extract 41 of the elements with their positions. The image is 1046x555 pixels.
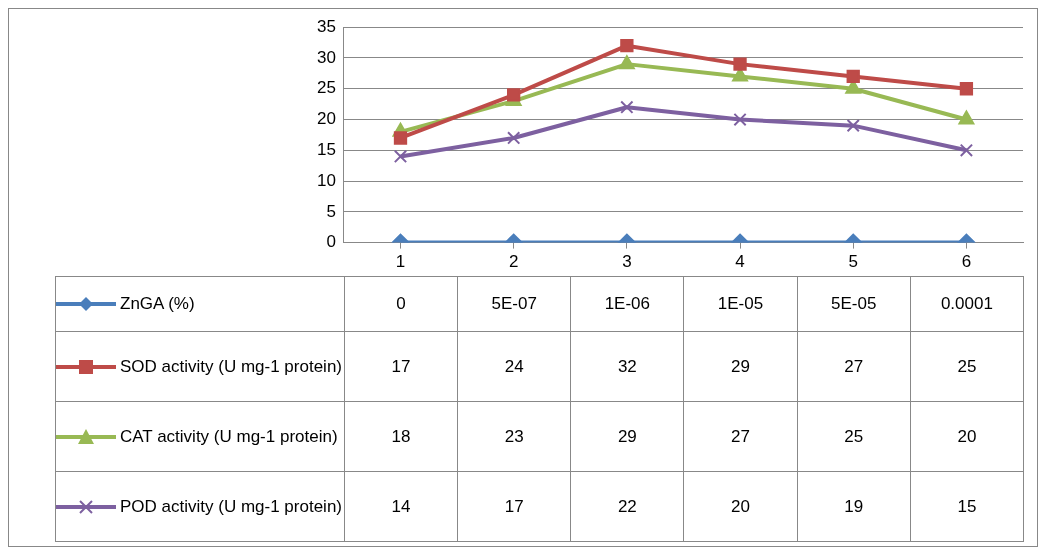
- data-label: 19: [797, 471, 911, 542]
- x-tick-label: 1: [395, 252, 406, 272]
- data-label: 27: [683, 401, 798, 472]
- y-tick-label: 30: [316, 47, 336, 67]
- y-tick-label: 0: [326, 232, 336, 252]
- data-label: 24: [457, 331, 571, 402]
- y-tick-label: 10: [316, 170, 336, 190]
- x-tick-label: 6: [961, 252, 972, 272]
- data-label: 20: [910, 401, 1024, 472]
- y-tick-label: 20: [316, 109, 336, 129]
- x-tick-label: 2: [508, 252, 519, 272]
- data-label: 0.0001: [910, 276, 1024, 332]
- legend-label: CAT activity (U mg-1 protein): [120, 425, 338, 448]
- data-label: 1E-05: [683, 276, 798, 332]
- data-label: 29: [570, 401, 684, 472]
- data-label: 15: [910, 471, 1024, 542]
- data-label: 25: [910, 331, 1024, 402]
- data-label: 22: [570, 471, 684, 542]
- legend-label: POD activity (U mg-1 protein): [120, 495, 342, 518]
- y-tick-label: 25: [316, 78, 336, 98]
- y-tick-label: 35: [316, 16, 336, 36]
- data-label: 1E-06: [570, 276, 684, 332]
- data-label: 18: [344, 401, 458, 472]
- data-label: 14: [344, 471, 458, 542]
- x-tick-label: 4: [735, 252, 745, 272]
- data-label: 5E-07: [457, 276, 571, 332]
- data-label: 32: [570, 331, 684, 402]
- data-label: 5E-05: [797, 276, 911, 332]
- data-label: 27: [797, 331, 911, 402]
- data-label: 17: [344, 331, 458, 402]
- x-tick-label: 3: [622, 252, 632, 272]
- y-tick-label: 15: [316, 139, 336, 159]
- legend-label: SOD activity (U mg-1 protein): [120, 355, 342, 378]
- data-label: 20: [683, 471, 798, 542]
- y-tick-label: 5: [326, 201, 336, 221]
- legend-label: ZnGA (%): [120, 293, 195, 315]
- x-tick-label: 5: [848, 252, 858, 272]
- data-label: 29: [683, 331, 798, 402]
- data-label: 23: [457, 401, 571, 472]
- data-label: 25: [797, 401, 911, 472]
- data-label: 17: [457, 471, 571, 542]
